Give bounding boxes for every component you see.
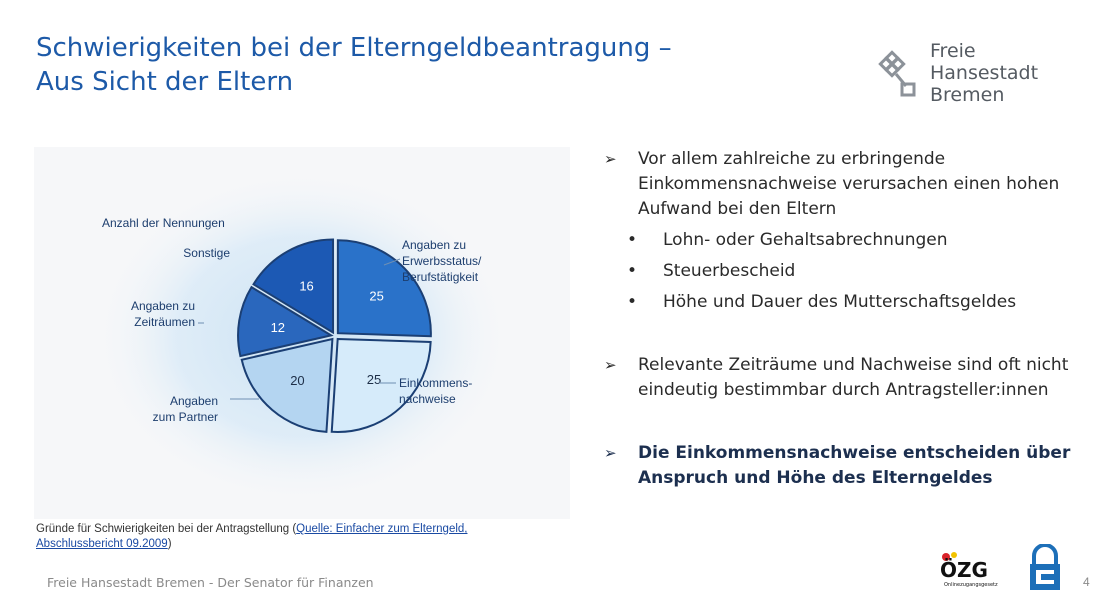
caption-link-line-2: Abschlussbericht 09.2009 [36, 538, 168, 550]
ozg-logo-text: ÖZG [940, 558, 988, 582]
sub-bullet-3-text: Höhe und Dauer des Mutterschaftsgeldes [663, 292, 1017, 312]
pie-chart-panel: Anzahl der Nennungen 25 25 20 12 16 Angaben … [34, 147, 570, 519]
bullet-3: ➢ Die Einkommensnachweise entscheiden üb… [604, 441, 1074, 491]
pie-slice-1 [330, 337, 432, 433]
pie-category-label-4: Sonstige [183, 246, 230, 260]
pie-category-label-line: Angaben zu [402, 238, 466, 252]
chart-title: Anzahl der Nennungen [102, 216, 225, 230]
logo-line-2: Hansestadt [930, 62, 1039, 84]
pie-category-label-2: Angaben zum Partner [153, 394, 218, 424]
pie-value-label-2: 20 [290, 373, 304, 388]
bremen-logo: Freie Hansestadt Bremen [876, 40, 1056, 110]
caption-link-line-1: Quelle: Einfacher zum Elterngeld, [296, 523, 468, 535]
pie-category-label-line: Einkommens- [399, 376, 472, 390]
dot-bullet-icon: • [627, 230, 638, 250]
bullet-3-text: Die Einkommensnachweise entscheiden über… [638, 443, 1071, 488]
sub-bullet-1: • Lohn- oder Gehaltsabrechnungen [604, 228, 1074, 253]
sub-bullet-2: • Steuerbescheid [604, 259, 1074, 284]
ozg-logo-subtext: Onlinezugangsgesetz [944, 582, 998, 588]
bullet-1-text: Vor allem zahlreiche zu erbringende Eink… [638, 149, 1060, 219]
lock-icon [1030, 544, 1060, 590]
footer-text: Freie Hansestadt Bremen - Der Senator fü… [47, 575, 374, 590]
ozg-logo-icon: ÖZG Onlinezugangsgesetz [940, 552, 998, 588]
pie-category-label-line: Angaben zu [131, 299, 195, 313]
pie-category-label-line: Erwerbsstatus/ [402, 254, 482, 268]
pie-leader-line-0 [383, 258, 401, 266]
caption-text: Gründe für Schwierigkeiten bei der Antra… [36, 523, 297, 535]
caption-source-link[interactable]: Quelle: Einfacher zum Elterngeld, Abschlu… [36, 523, 467, 550]
page-title: Schwierigkeiten bei der Elterngeldbeantr… [36, 31, 672, 99]
pie-slice-0 [336, 239, 432, 338]
pie-chart: Anzahl der Nennungen 25 25 20 12 16 Angaben … [92, 169, 512, 505]
pie-category-label-1: Einkommens-nachweise [399, 376, 472, 406]
logo-text: Freie Hansestadt Bremen [930, 40, 1038, 106]
pie-category-label-line: nachweise [399, 392, 456, 406]
pie-category-label-line: Sonstige [183, 246, 230, 260]
caption-end: ) [167, 538, 172, 550]
chart-caption: Gründe für Schwierigkeiten bei der Antra… [36, 522, 556, 552]
dot-bullet-icon: • [627, 261, 638, 281]
pie-value-label-0: 25 [369, 289, 383, 304]
pie-value-label-1: 25 [367, 372, 381, 387]
pie-slice-3 [237, 285, 334, 358]
arrow-bullet-icon: ➢ [604, 150, 617, 168]
pie-category-label-line: zum Partner [153, 410, 218, 424]
pie-category-label-0: Angaben zu Erwerbsstatus/Berufstätigkeit [402, 238, 482, 284]
pie-category-label-line: Angaben [170, 394, 218, 408]
pie-category-label-line: Berufstätigkeit [402, 270, 479, 284]
bullet-list: ➢ Vor allem zahlreiche zu erbringende Ei… [604, 147, 1074, 491]
pie-category-label-line: Zeiträumen [134, 315, 195, 329]
dot-bullet-icon: • [627, 292, 638, 312]
sub-bullet-3: • Höhe und Dauer des Mutterschaftsgeldes [604, 290, 1074, 315]
pie-value-label-4: 16 [299, 279, 313, 294]
title-line-2: Aus Sicht der Eltern [36, 67, 294, 97]
bullet-2: ➢ Relevante Zeiträume und Nachweise sind… [604, 353, 1074, 403]
pie-slice-2 [240, 337, 334, 433]
title-line-1: Schwierigkeiten bei der Elterngeldbeantr… [36, 33, 672, 63]
page-number: 4 [1083, 575, 1090, 589]
arrow-bullet-icon: ➢ [604, 444, 617, 462]
logo-line-3: Bremen [930, 84, 1005, 106]
bullet-1: ➢ Vor allem zahlreiche zu erbringende Ei… [604, 147, 1074, 222]
arrow-bullet-icon: ➢ [604, 356, 617, 374]
sub-bullet-2-text: Steuerbescheid [663, 261, 796, 281]
bullet-2-text: Relevante Zeiträume und Nachweise sind o… [638, 355, 1069, 400]
bremen-key-icon [878, 50, 916, 97]
pie-category-label-3: Angaben zu Zeiträumen [131, 299, 195, 329]
sub-bullet-1-text: Lohn- oder Gehaltsabrechnungen [663, 230, 948, 250]
logo-line-1: Freie [930, 40, 976, 62]
pie-value-label-3: 12 [271, 320, 285, 335]
pie-slice-4 [252, 238, 335, 335]
